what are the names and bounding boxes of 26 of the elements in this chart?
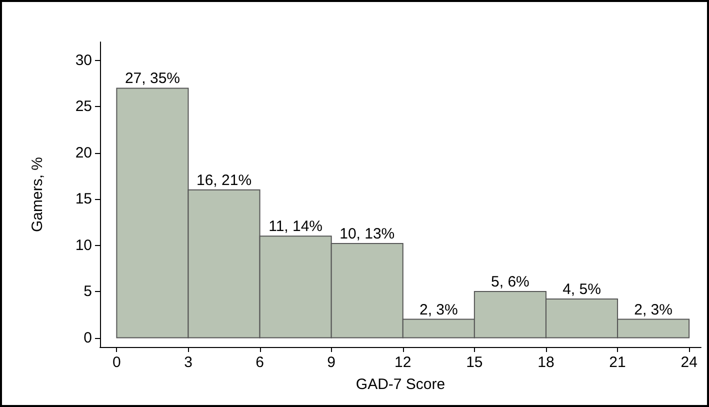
y-tick-label: 10 <box>75 236 92 254</box>
y-tick-label: 30 <box>75 52 92 69</box>
x-tick-label: 24 <box>680 354 698 371</box>
y-tick-label: 0 <box>84 329 92 346</box>
x-tick-label: 12 <box>394 354 412 371</box>
y-tick-label: 20 <box>75 144 92 162</box>
y-axis-title: Gamers, % <box>29 156 46 232</box>
y-tick-label: 15 <box>75 190 92 208</box>
x-tick-label: 3 <box>184 354 192 371</box>
data-label: 2, 3% <box>419 301 458 318</box>
x-tick-label: 6 <box>256 354 264 371</box>
data-label: 4, 5% <box>562 280 601 298</box>
x-tick-label: 18 <box>538 354 554 371</box>
data-label: 27, 35% <box>124 70 180 88</box>
x-tick-label: 9 <box>327 354 336 371</box>
data-label: 11, 14% <box>268 218 323 236</box>
x-tick-label: 15 <box>466 354 483 371</box>
y-tick-label: 5 <box>84 283 92 300</box>
y-tick-label: 25 <box>75 98 92 116</box>
data-label: 10, 13% <box>340 225 395 242</box>
x-axis-title: GAD-7 Score <box>356 376 446 393</box>
x-tick-label: 21 <box>609 354 626 371</box>
data-label: 2, 3% <box>634 301 672 318</box>
data-label: 5, 6% <box>491 274 530 291</box>
data-label: 16, 21% <box>196 172 252 189</box>
x-tick-label: 0 <box>112 354 121 371</box>
